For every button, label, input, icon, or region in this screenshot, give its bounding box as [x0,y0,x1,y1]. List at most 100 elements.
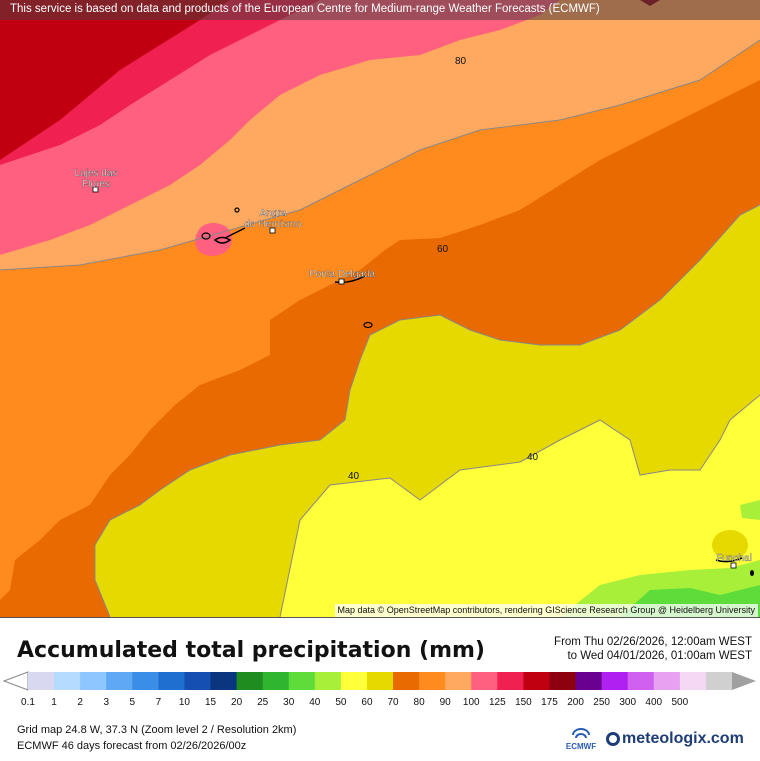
island-santa-maria [363,321,373,329]
scale-tick-label: 500 [671,697,689,708]
band-50-60 [0,80,760,617]
island-porto-santo [750,570,754,576]
scale-segment [471,672,498,690]
scale-segment [288,672,316,690]
band-80-90-blob [195,222,232,256]
place-angra-do-heroismo: Angra do Heroísmo [244,208,302,234]
svg-text:Funchal: Funchal [716,553,752,564]
scale-tick-label: 0.1 [21,697,35,708]
scale-tick-label: 60 [361,697,373,708]
scale-tick-label: 7 [155,697,162,708]
scale-segment [497,672,524,690]
ecmwf-logo-icon [572,728,590,739]
scale-segment [523,672,550,690]
island-sao-miguel [334,275,366,284]
ecmwf-logo: ECMWF [563,728,599,756]
scale-tick-label: 1 [51,697,57,708]
scale-tick-label: 250 [593,697,610,708]
scale-tick-label: 200 [567,697,584,708]
place-ponta-delgada: Ponta Delgada [309,269,376,285]
scale-tick-label: 80 [413,697,425,708]
scale-segment [54,672,81,690]
band-25-30-east [740,500,760,520]
scale-segment [575,672,603,690]
scale-segment [80,672,107,690]
island-graciosa [234,207,240,213]
scale-tick-label: 10 [178,697,190,708]
band-100-125 [0,0,230,160]
scale-tick-label: 175 [541,697,558,708]
scale-tick-label: 15 [204,697,217,708]
scale-segment [601,672,629,690]
color-scale-ticks: 0.1 1 2 3 5 7 10 15 20 25 30 40 50 60 70 80 90 100 125 150 1… [0,697,760,711]
grid-info: Grid map 24.8 W, 37.3 N (Zoom level 2 / … [17,724,297,736]
contour-label: 40 [527,452,539,463]
svg-text:do Heroísmo: do Heroísmo [244,219,302,230]
period-from: From Thu 02/26/2026, 12:00am WEST [554,636,752,648]
contour-label: 40 [348,471,360,482]
contour-label: 60 [437,244,449,255]
meteologix-brand: meteologix.com [622,730,744,747]
band-30-40 [280,395,760,617]
map-attribution[interactable]: Map data © OpenStreetMap contributors, r… [334,604,758,617]
scale-segment [627,672,655,690]
scale-segment [210,672,238,690]
ecmwf-logo-text: ECMWF [565,742,597,751]
contour-40 [279,394,760,617]
meteologix-logo[interactable]: meteologix.com [606,730,744,748]
scale-segment [340,672,368,690]
ecmwf-banner: This service is based on data and produc… [0,0,760,20]
meteologix-logo-icon [606,732,620,746]
scale-tick-label: 5 [129,697,136,708]
scale-tick-label: 100 [462,697,480,708]
scale-segment [366,672,394,690]
place-funchal: Funchal [716,553,752,569]
svg-text:Ponta Delgada: Ponta Delgada [309,269,376,280]
scale-tick-label: 20 [231,697,243,708]
scale-tick-label: 90 [439,697,451,708]
scale-segment [106,672,133,690]
island-pico [201,232,211,240]
scale-tick-label: 3 [103,697,109,708]
scale-segment [445,672,472,690]
scale-tick-label: 30 [283,697,295,708]
scale-tick-label: 40 [309,697,321,708]
scale-tick-label: 300 [619,697,637,708]
scale-tick-label: 70 [387,697,399,708]
svg-text:Flores: Flores [82,179,110,190]
scale-segment [236,672,264,690]
scale-segment [28,672,55,690]
scale-tick-label: 125 [488,697,506,708]
scale-tick-label: 2 [77,697,83,708]
contour-label: 80 [455,56,467,67]
scale-tick-label: 25 [257,697,269,708]
scale-arrow-left [2,671,29,691]
scale-arrow-right [732,672,756,690]
band-40-50-funchal [712,530,748,560]
island-terceira [213,236,232,244]
scale-segment [549,672,577,690]
scale-segment [679,672,707,690]
island-sao-jorge [224,227,246,239]
ecmwf-banner-text: This service is based on data and produc… [10,3,600,15]
scale-segment [653,672,681,690]
svg-text:Lajes das: Lajes das [75,168,118,179]
scale-segment [705,672,733,690]
precipitation-map[interactable]: 80 60 40 40 Lajes das Flores Angra do He… [0,0,760,617]
period-to: to Wed 04/01/2026, 01:00am WEST [567,650,752,662]
legend-title: Accumulated total precipitation (mm) [17,638,485,663]
island-madeira [715,557,743,563]
scale-segment [393,672,420,690]
scale-tick-label: 50 [335,697,347,708]
scale-segment [184,672,212,690]
scale-segment [158,672,185,690]
place-lajes-das-flores: Lajes das Flores [74,168,118,193]
forecast-info: ECMWF 46 days forecast from 02/26/2026/0… [17,740,247,752]
scale-segment [314,672,342,690]
contour-60 [94,204,760,617]
contour-80 [0,39,760,271]
scale-segment [262,672,290,690]
color-scale-bar [2,671,756,691]
svg-text:Angra: Angra [260,208,287,219]
scale-segment [419,672,446,690]
